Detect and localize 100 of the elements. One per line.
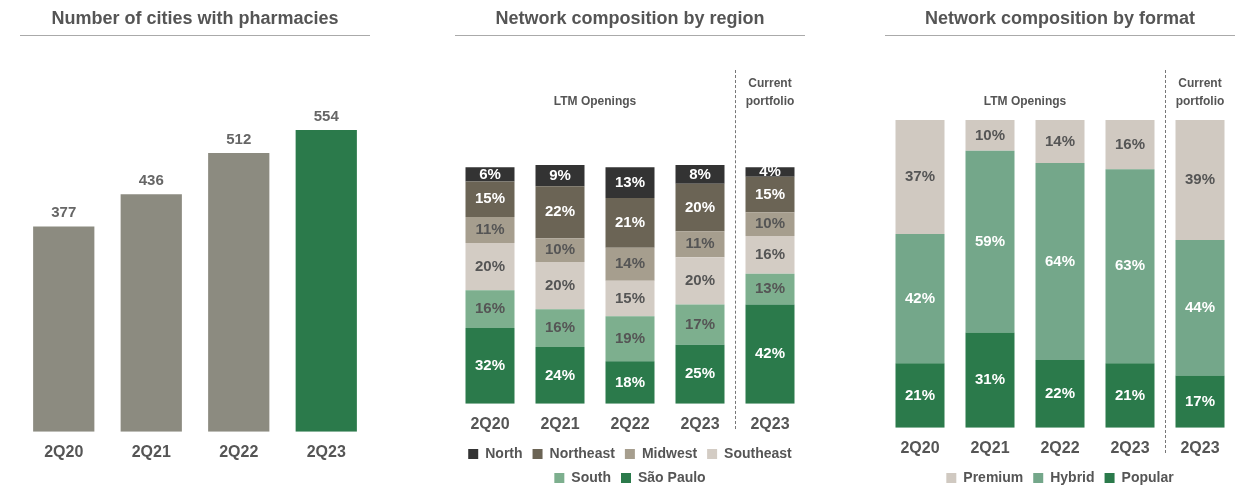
data-label: 377 [51,203,77,221]
data-label: 554 [313,106,340,124]
legend-label: North [485,444,523,461]
data-label: 512 [226,129,252,147]
bar [535,347,585,404]
legend-label: Midwest [641,444,698,461]
x-tick-label: 2Q23 [1110,438,1150,456]
bar [1035,360,1085,428]
x-tick-label: 2Q21 [970,438,1010,456]
bar [1175,240,1225,376]
bar [745,304,795,404]
x-tick-label: 2Q23 [1180,438,1220,456]
data-label: 24% [544,365,576,383]
data-label: 19% [614,328,646,346]
bar [1105,363,1155,428]
bar [465,181,515,217]
data-label: 20% [544,275,576,293]
data-label: 15% [614,288,646,306]
data-label: 21% [904,385,936,403]
data-label: 6% [479,164,501,182]
data-label: 32% [474,356,506,374]
x-tick-label: 2Q23 [680,414,720,432]
data-label: 59% [974,231,1006,249]
x-tick-label: 2Q20 [470,414,510,432]
data-label: 25% [684,364,716,382]
text: LTM Openings [553,94,637,109]
bar [535,261,585,310]
legend-label: Southeast [724,444,793,461]
data-label: 42% [904,288,936,306]
x-tick-label: 2Q22 [610,414,650,432]
x-tick-label: 2Q21 [540,414,580,432]
data-label: 14% [1044,131,1076,149]
bar [1035,120,1085,164]
data-label: 39% [1184,170,1216,188]
bar [675,257,725,305]
data-label: 18% [614,372,646,390]
data-label: 8% [689,164,711,182]
text: LTM Openings [983,94,1067,109]
data-label: 64% [1044,251,1076,269]
data-label: 13% [614,172,646,190]
data-label: 11% [475,220,505,238]
data-label: 14% [614,254,646,272]
x-tick-label: 2Q23 [306,442,346,460]
chart-title: Network composition by format [885,8,1235,36]
text: Current portfolio [745,76,795,109]
data-label: 20% [684,197,716,215]
data-label: 17% [684,314,716,332]
data-label: 21% [614,213,646,231]
bar [295,130,357,432]
x-tick-label: 2Q23 [750,414,790,432]
bar [535,186,585,239]
bar [675,344,725,404]
chart-title: Network composition by region [455,8,805,36]
data-label: 16% [544,318,576,336]
bar [895,363,945,428]
bar [605,198,655,248]
data-label: 44% [1184,297,1216,315]
data-label: 22% [544,202,576,220]
x-tick-label: 2Q22 [219,442,259,460]
bar [1175,375,1225,428]
bar [1175,120,1225,241]
bar [465,328,515,404]
data-label: 20% [474,256,506,274]
x-tick-label: 2Q22 [1040,438,1080,456]
data-label: 20% [684,270,716,288]
data-label: 11% [685,234,715,252]
bar [675,304,725,345]
data-label: 9% [549,165,571,183]
bar [965,332,1015,428]
bar [1105,120,1155,170]
chart-title: Number of cities with pharmacies [20,8,370,36]
data-label: 16% [474,299,506,317]
bar [120,194,182,432]
data-label: 13% [754,279,786,297]
legend-label: Northeast [549,444,616,461]
bar [33,226,95,432]
legend-label: Popular [1121,468,1175,485]
data-label: 10% [974,125,1006,143]
data-label: 37% [904,167,936,185]
data-label: 16% [754,244,786,262]
x-tick-label: 2Q20 [900,438,940,456]
bar [605,316,655,362]
data-label: 17% [1184,391,1216,409]
data-label: 22% [1044,384,1076,402]
x-tick-label: 2Q20 [44,442,84,460]
data-label: 63% [1114,256,1146,274]
bar [895,120,945,234]
bar [675,183,725,232]
data-label: 31% [974,370,1006,388]
data-label: 16% [1114,134,1146,152]
bar [965,150,1015,333]
x-tick-label: 2Q21 [131,442,171,460]
legend-label: South [571,468,611,485]
data-label: 15% [474,189,506,207]
legend-label: Premium [963,468,1024,485]
data-label: 21% [1114,385,1146,403]
bar [465,242,515,291]
data-label: 42% [754,344,786,362]
data-label: 15% [754,184,786,202]
legend-label: São Paulo [637,468,706,485]
